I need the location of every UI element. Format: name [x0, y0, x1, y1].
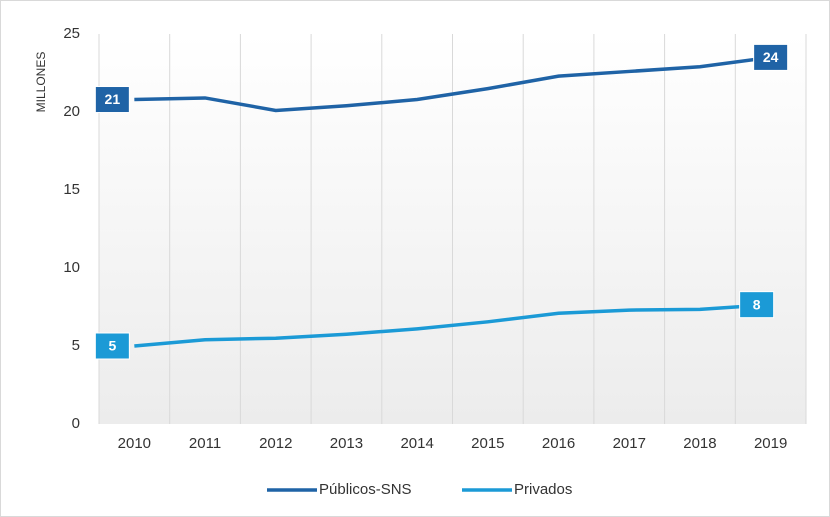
data-label: 5	[108, 338, 116, 354]
y-tick-label: 15	[63, 181, 80, 198]
x-tick-label: 2012	[259, 435, 292, 452]
data-label: 21	[105, 91, 121, 107]
y-tick-label: 25	[63, 25, 80, 42]
x-tick-label: 2017	[613, 435, 646, 452]
data-label-box	[739, 291, 775, 319]
y-tick-label: 0	[72, 415, 80, 432]
x-tick-label: 2010	[118, 435, 151, 452]
x-tick-label: 2018	[683, 435, 716, 452]
y-tick-label: 20	[63, 103, 80, 120]
x-tick-label: 2015	[471, 435, 504, 452]
y-axis-label: MILLONES	[34, 52, 48, 113]
data-label-box	[94, 86, 130, 114]
data-label-box	[94, 332, 130, 360]
data-label: 8	[753, 296, 761, 312]
x-tick-label: 2014	[400, 435, 433, 452]
y-tick-label: 10	[63, 259, 80, 276]
x-tick-label: 2011	[189, 435, 221, 452]
series-line	[134, 302, 771, 348]
legend-label: Públicos-SNS	[319, 481, 412, 498]
data-label-box	[753, 43, 789, 71]
data-label: 24	[763, 49, 779, 65]
y-tick-label: 5	[72, 337, 80, 354]
legend-label: Privados	[514, 481, 572, 498]
x-tick-label: 2019	[754, 435, 787, 452]
x-tick-label: 2016	[542, 435, 575, 452]
x-tick-label: 2013	[330, 435, 363, 452]
series-line	[134, 55, 771, 113]
